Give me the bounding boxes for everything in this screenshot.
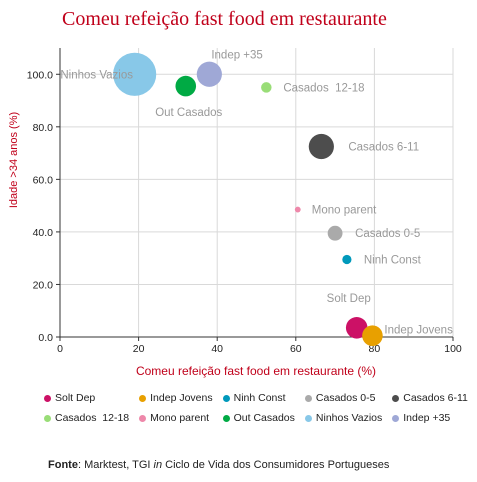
bubble-casados-0-5	[327, 225, 343, 241]
source-text-a: : Marktest, TGI	[77, 459, 154, 471]
legend-item: Mono parent	[139, 412, 212, 424]
legend-swatch	[392, 414, 400, 422]
legend-swatch	[139, 394, 147, 402]
bubble-ninh-const	[342, 254, 352, 265]
legend-swatch	[392, 394, 400, 402]
y-tick-label: 0.0	[38, 332, 53, 344]
x-tick-label: 60	[290, 343, 302, 355]
x-tick-label: 20	[133, 343, 145, 355]
legend-item: Ninhos Vazios	[304, 412, 383, 424]
legend-label: Out Casados	[233, 412, 295, 424]
axes: 0 20 40 60 80 100 0.0 20.0 40.0 60.0 80.0 100.0	[27, 48, 462, 355]
y-tick-label: 60.0	[33, 174, 54, 186]
legend-label: Casados 12-18	[55, 412, 130, 424]
source-note: Fonte: Marktest, TGI in Ciclo de Vida do…	[48, 459, 389, 471]
legend-label: Indep +35	[403, 412, 451, 424]
legend-swatch	[304, 394, 312, 402]
legend-swatch	[222, 414, 230, 422]
source-text-b: Ciclo de Vida dos Consumidores Portugues…	[162, 459, 390, 471]
legend-item: Indep +35	[392, 412, 468, 424]
point-label: Ninh Const	[364, 254, 422, 266]
source-label: Fonte	[48, 459, 78, 471]
legend: Solt Dep Indep Jovens Ninh Const Casados 0-…	[44, 392, 474, 424]
data-points	[113, 52, 383, 346]
y-axis-label: Idade >34 anos (%)	[8, 112, 20, 208]
bubble-casados-12-18	[261, 82, 272, 93]
point-label: Casados 0-5	[355, 228, 420, 240]
grid	[60, 48, 454, 337]
bubble-indep-35	[196, 61, 222, 87]
point-label: Solt Dep	[327, 293, 371, 305]
point-label: Out Casados	[155, 107, 222, 119]
y-tick-label: 40.0	[33, 227, 54, 239]
bubble-out-casados	[175, 75, 197, 97]
legend-item: Ninh Const	[222, 392, 295, 404]
legend-item: Casados 12-18	[44, 412, 129, 424]
x-tick-label: 80	[369, 343, 381, 355]
legend-label: Mono parent	[150, 412, 210, 424]
x-axis-label: Comeu refeição fast food em restaurante …	[136, 364, 376, 378]
point-labels: Solt Dep Indep Jovens Ninh Const Casados 0-…	[60, 49, 453, 336]
bubble-ninhos-vazios	[113, 52, 157, 96]
legend-item: Out Casados	[222, 412, 295, 424]
y-tick-label: 80.0	[33, 122, 54, 134]
x-tick-label: 40	[211, 343, 223, 355]
legend-label: Indep Jovens	[150, 392, 213, 404]
legend-item: Casados 6-11	[392, 392, 468, 404]
x-tick-label: 100	[444, 343, 462, 355]
legend-swatch	[222, 394, 230, 402]
point-label: Mono parent	[312, 205, 377, 217]
legend-item: Casados 0-5	[304, 392, 382, 404]
legend-label: Ninh Const	[233, 392, 286, 404]
y-tick-label: 20.0	[33, 279, 54, 291]
legend-item: Solt Dep	[44, 392, 129, 404]
x-tick-label: 0	[57, 343, 63, 355]
y-tick-label: 100.0	[27, 69, 53, 81]
legend-swatch	[44, 414, 51, 422]
legend-label: Casados 0-5	[315, 392, 376, 404]
legend-item: Indep Jovens	[139, 392, 213, 404]
legend-swatch	[44, 394, 51, 402]
source-text-in: in	[153, 459, 163, 471]
point-label: Casados 12-18	[283, 82, 364, 94]
chart-title: Comeu refeição fast food em restaurante	[62, 8, 387, 30]
legend-label: Solt Dep	[55, 392, 96, 404]
bubble-casados-6-11	[308, 133, 334, 160]
bubble-indep-jovens	[362, 325, 383, 346]
bubble-mono-parent	[294, 206, 301, 213]
point-label: Ninhos Vazios	[60, 69, 133, 81]
legend-label: Casados 6-11	[403, 392, 468, 404]
point-label: Casados 6-11	[348, 142, 419, 154]
point-label: Indep Jovens	[384, 325, 453, 337]
scatter-chart: 0 20 40 60 80 100 0.0 20.0 40.0 60.0 80.0 100.0 Sol…	[8, 48, 462, 378]
legend-swatch	[139, 414, 147, 422]
legend-swatch	[304, 414, 312, 422]
point-label: Indep +35	[211, 49, 262, 61]
legend-label: Ninhos Vazios	[315, 412, 383, 424]
bubble-solt-dep	[345, 317, 368, 339]
